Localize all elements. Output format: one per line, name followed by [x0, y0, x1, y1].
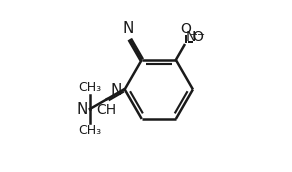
Text: N: N — [185, 30, 196, 44]
Text: +: + — [189, 30, 197, 40]
Text: N: N — [77, 102, 88, 117]
Text: N: N — [122, 21, 134, 36]
Text: CH: CH — [96, 103, 116, 117]
Text: O: O — [180, 22, 191, 36]
Text: O: O — [193, 30, 204, 44]
Text: N: N — [110, 83, 122, 98]
Text: CH₃: CH₃ — [78, 81, 101, 94]
Text: −: − — [197, 30, 205, 40]
Text: CH₃: CH₃ — [78, 124, 101, 137]
